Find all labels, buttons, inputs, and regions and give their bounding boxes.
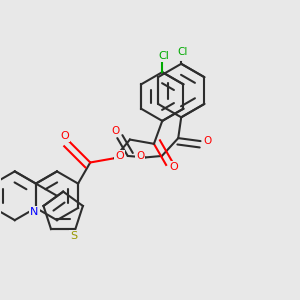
Text: O: O xyxy=(115,151,124,161)
Text: O: O xyxy=(203,136,211,146)
Text: O: O xyxy=(60,131,69,141)
Text: O: O xyxy=(112,126,120,136)
Text: S: S xyxy=(70,231,77,241)
Text: O: O xyxy=(169,162,178,172)
Text: Cl: Cl xyxy=(158,51,169,61)
Text: N: N xyxy=(30,207,39,218)
Text: Cl: Cl xyxy=(178,47,188,57)
Text: O: O xyxy=(136,151,144,161)
